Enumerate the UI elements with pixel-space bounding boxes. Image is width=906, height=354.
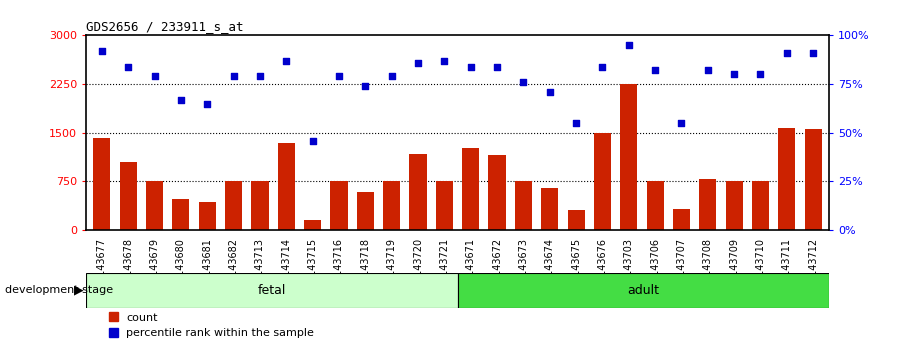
Bar [331,181,348,230]
Legend: count, percentile rank within the sample: count, percentile rank within the sample [104,308,319,343]
Bar [778,127,795,230]
Bar [436,181,453,230]
Bar [647,181,664,230]
Point [622,42,636,48]
Point [279,58,294,63]
Point [226,73,241,79]
Point [94,48,109,54]
Point [358,83,372,89]
Bar [462,148,479,230]
Bar [198,202,216,230]
Point [148,73,162,79]
Bar [357,193,374,230]
Point [253,73,267,79]
Point [727,72,741,77]
Bar [541,188,558,230]
Bar [673,209,690,230]
Bar [278,143,294,230]
Bar [86,273,458,308]
Point [490,64,505,69]
Bar [567,210,584,230]
Bar [726,181,743,230]
Bar [383,181,400,230]
Bar [304,220,322,230]
Bar [488,155,506,230]
Bar [593,133,611,230]
Bar [752,181,769,230]
Point [332,73,346,79]
Bar [699,179,717,230]
Point [516,79,531,85]
Point [648,68,662,73]
Text: development stage: development stage [5,285,112,295]
Bar [93,138,111,230]
Bar [458,273,829,308]
Point [700,68,715,73]
Point [410,60,425,65]
Point [200,101,215,106]
Text: adult: adult [627,284,660,297]
Bar [146,181,163,230]
Point [437,58,451,63]
Bar [225,181,242,230]
Bar [172,199,189,230]
Point [595,64,610,69]
Bar [805,129,822,230]
Text: fetal: fetal [257,284,286,297]
Point [753,72,767,77]
Point [569,120,583,126]
Text: ▶: ▶ [74,284,84,297]
Point [779,50,794,56]
Bar [515,181,532,230]
Bar [120,162,137,230]
Bar [621,84,637,230]
Point [305,138,320,143]
Point [174,97,188,102]
Point [674,120,689,126]
Point [806,50,821,56]
Bar [251,181,268,230]
Point [121,64,136,69]
Point [384,73,399,79]
Bar [410,154,427,230]
Point [543,89,557,95]
Text: GDS2656 / 233911_s_at: GDS2656 / 233911_s_at [86,20,244,33]
Point [464,64,478,69]
